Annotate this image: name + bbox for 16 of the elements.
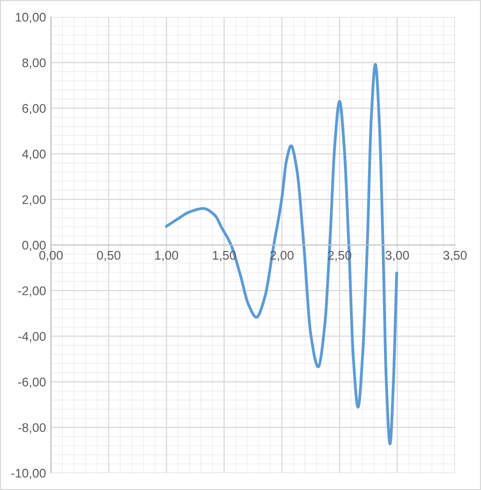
x-tick-label: 1,00 — [155, 250, 178, 262]
y-tick-label: 0,00 — [22, 240, 46, 252]
y-tick-label: 8,00 — [22, 58, 46, 69]
y-tick-label: 2,00 — [22, 195, 46, 206]
x-tick-label: 3,50 — [443, 250, 467, 262]
y-tick-label: 10,00 — [16, 12, 46, 24]
y-tick-label: -2,00 — [18, 286, 46, 297]
y-tick-label: -8,00 — [18, 423, 46, 434]
x-tick-label: 3,00 — [386, 250, 409, 262]
y-tick-label: 4,00 — [22, 150, 46, 160]
x-tick-label: 0,00 — [39, 250, 63, 262]
y-tick-label: -6,00 — [18, 378, 46, 388]
y-tick-label: -10,00 — [11, 468, 46, 480]
x-tick-label: 0,50 — [97, 250, 120, 262]
y-tick-label: 6,00 — [22, 104, 46, 114]
y-tick-label: -4,00 — [18, 332, 46, 342]
